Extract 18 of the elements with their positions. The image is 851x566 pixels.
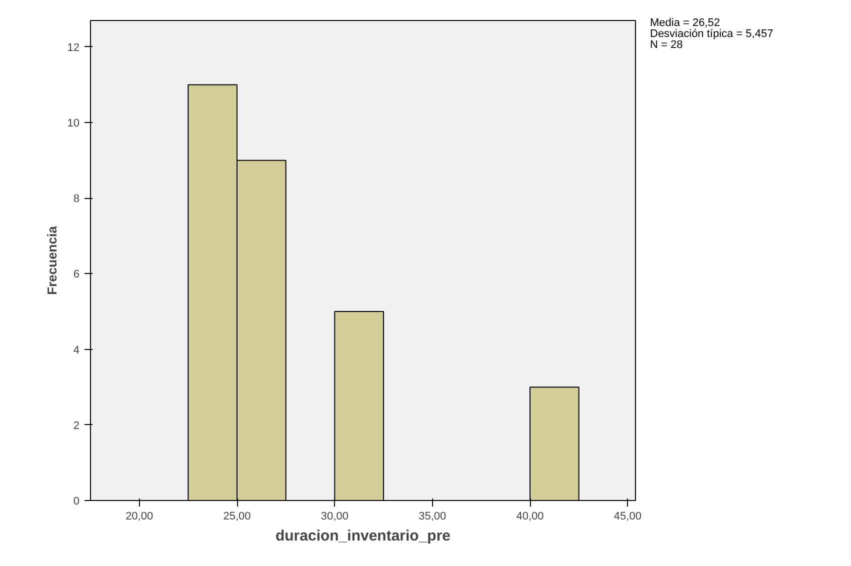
y-tick-label: 0 bbox=[73, 496, 80, 508]
x-tick-label: 40,00 bbox=[516, 510, 544, 522]
x-axis-title: duracion_inventario_pre bbox=[275, 528, 451, 544]
y-tick-label: 6 bbox=[73, 268, 80, 281]
text: Media = 26,52 bbox=[650, 17, 720, 29]
x-tick-label: 20,00 bbox=[126, 510, 154, 522]
y-axis-title: Frecuencia bbox=[44, 225, 60, 295]
x-tick-label: 35,00 bbox=[418, 510, 446, 522]
y-tick-label: 2 bbox=[73, 420, 80, 432]
x-tick-label: 25,00 bbox=[223, 510, 251, 522]
text: Desviación típica = 5,457 bbox=[650, 28, 774, 40]
y-tick-label: 4 bbox=[73, 344, 80, 356]
y-tick-label: 12 bbox=[67, 42, 80, 54]
text: N = 28 bbox=[650, 39, 683, 51]
x-tick-label: 30,00 bbox=[320, 510, 348, 522]
x-tick-label: 45,00 bbox=[614, 510, 642, 522]
y-tick-label: 8 bbox=[73, 193, 80, 206]
y-tick-label: 10 bbox=[67, 118, 80, 130]
